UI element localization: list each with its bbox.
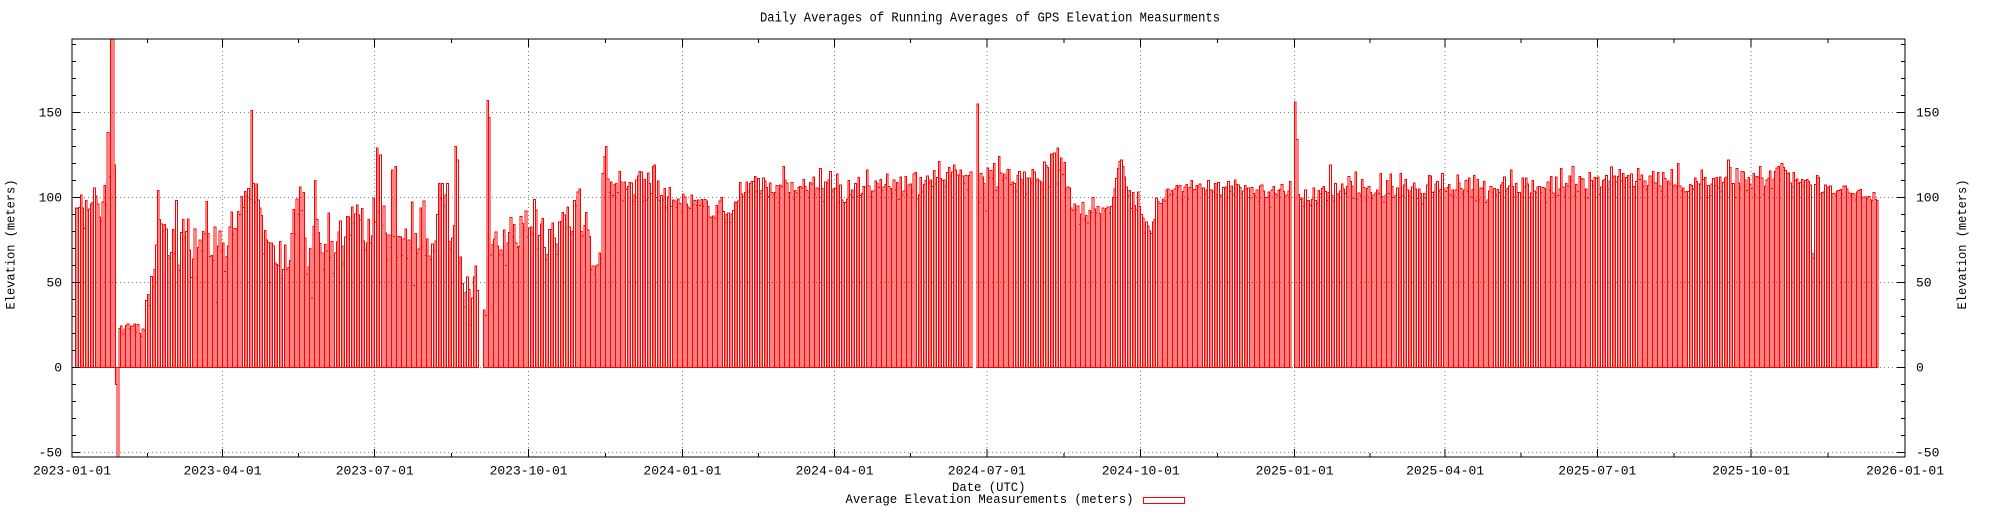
svg-text:Average Elevation Measurements: Average Elevation Measurements (meters) <box>846 492 1134 507</box>
svg-text:2023-01-01: 2023-01-01 <box>33 464 111 479</box>
svg-text:-50: -50 <box>39 446 62 461</box>
svg-text:2024-10-01: 2024-10-01 <box>1102 464 1180 479</box>
svg-text:2024-04-01: 2024-04-01 <box>796 464 874 479</box>
svg-text:0: 0 <box>54 361 62 376</box>
svg-text:2025-01-01: 2025-01-01 <box>1256 464 1334 479</box>
svg-text:2025-07-01: 2025-07-01 <box>1558 464 1636 479</box>
svg-text:Date (UTC): Date (UTC) <box>952 480 1026 495</box>
svg-text:-50: -50 <box>1916 446 1939 461</box>
svg-text:150: 150 <box>1916 106 1939 121</box>
svg-text:50: 50 <box>1916 276 1932 291</box>
svg-text:150: 150 <box>39 106 62 121</box>
svg-text:2023-04-01: 2023-04-01 <box>183 464 261 479</box>
svg-text:100: 100 <box>1916 191 1939 206</box>
svg-text:Elevation (meters): Elevation (meters) <box>4 180 19 310</box>
svg-text:100: 100 <box>39 191 62 206</box>
svg-text:2025-04-01: 2025-04-01 <box>1406 464 1484 479</box>
svg-text:50: 50 <box>46 276 62 291</box>
svg-text:2024-07-01: 2024-07-01 <box>948 464 1026 479</box>
svg-text:2026-01-01: 2026-01-01 <box>1866 464 1944 479</box>
svg-text:2023-10-01: 2023-10-01 <box>490 464 568 479</box>
svg-text:Daily Averages of Running Aver: Daily Averages of Running Averages of GP… <box>760 12 1220 27</box>
svg-text:2024-01-01: 2024-01-01 <box>643 464 721 479</box>
svg-text:2023-07-01: 2023-07-01 <box>336 464 414 479</box>
svg-text:0: 0 <box>1916 361 1924 376</box>
svg-text:Elevation (meters): Elevation (meters) <box>1955 180 1970 310</box>
svg-text:2025-10-01: 2025-10-01 <box>1712 464 1790 479</box>
